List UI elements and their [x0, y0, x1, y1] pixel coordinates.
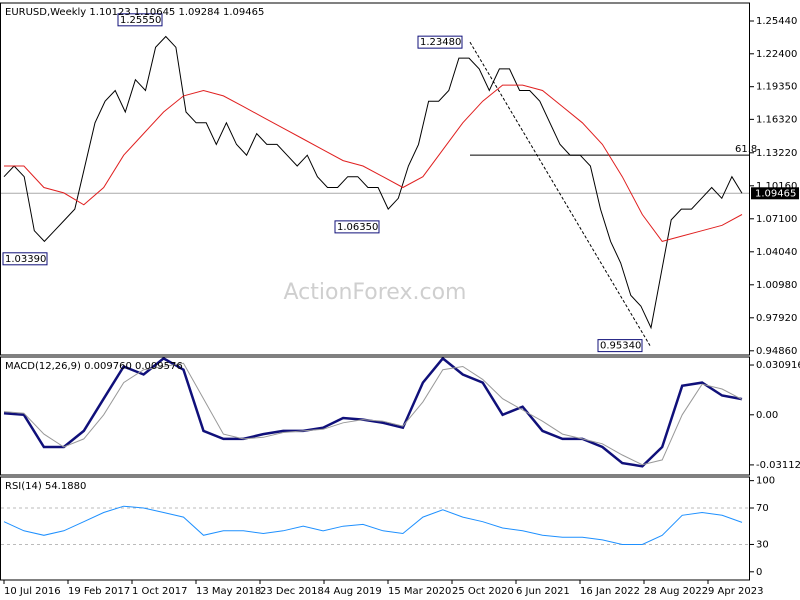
y-tick-label: 0.030916	[756, 360, 800, 371]
series-line	[3, 356, 743, 468]
y-tick-label: 1.10160	[756, 181, 797, 192]
y-tick-label: 1.25440	[756, 16, 797, 27]
x-tick-label: 10 Jul 2016	[4, 586, 61, 597]
x-tick-label: 16 Jan 2022	[580, 586, 640, 597]
x-tick-label: 19 Feb 2017	[68, 586, 130, 597]
annotation-box	[417, 35, 463, 49]
panel-title: EURUSD,Weekly 1.10123 1.10645 1.09284 1.…	[5, 7, 264, 18]
annotation-box	[334, 220, 380, 234]
annotation-label: 1.25550	[120, 15, 161, 26]
y-tick-label: 1.22400	[756, 49, 797, 60]
y-tick-label: 1.07100	[756, 214, 797, 225]
y-tick-label: 0	[756, 567, 762, 578]
y-tick-label: 100	[756, 476, 775, 487]
y-tick-label: 0.97920	[756, 313, 797, 324]
x-tick-label: 28 Aug 2022	[644, 586, 708, 597]
watermark: ActionForex.com	[284, 280, 467, 305]
x-tick-label: 6 Jun 2021	[516, 586, 570, 597]
y-tick-label: 30	[756, 539, 769, 550]
annotation-label: 1.06350	[337, 222, 378, 233]
panel-title: MACD(12,26,9) 0.009760 0.009576	[5, 361, 183, 372]
annotation-label: 1.03390	[5, 254, 46, 265]
annotation-box	[117, 13, 163, 27]
annotation-label: 0.95340	[600, 341, 641, 352]
fib-label: 61.8	[735, 144, 757, 155]
x-tick-label: 4 Aug 2019	[324, 586, 382, 597]
x-tick-label: 25 Oct 2020	[452, 586, 514, 597]
x-tick-label: 13 May 2018	[196, 586, 261, 597]
x-tick-label: 9 Apr 2023	[708, 586, 763, 597]
trend-line	[469, 41, 651, 346]
panel-title: RSI(14) 54.1880	[5, 481, 86, 492]
series-line	[4, 84, 743, 242]
y-tick-label: 1.19350	[756, 82, 797, 93]
y-tick-label: 1.04040	[756, 247, 797, 258]
series-line	[3, 505, 743, 545]
annotation-label: 1.23480	[420, 37, 461, 48]
x-tick-label: 15 Mar 2020	[388, 586, 451, 597]
x-tick-label: 23 Dec 2018	[260, 586, 324, 597]
panel-border	[0, 356, 750, 476]
last-price-label: 1.09465	[755, 188, 796, 199]
y-tick-label: 70	[756, 503, 769, 514]
annotation-box	[2, 252, 48, 266]
annotation-box	[597, 339, 643, 353]
y-tick-label: 0.94860	[756, 346, 797, 357]
y-tick-label: 0.00	[756, 410, 778, 421]
x-tick-label: 1 Oct 2017	[132, 586, 187, 597]
series-line	[3, 35, 743, 330]
y-tick-label: 1.13220	[756, 148, 797, 159]
y-tick-label: 1.00980	[756, 280, 797, 291]
series-line	[3, 362, 743, 466]
panel-border	[0, 476, 750, 581]
panel-border	[0, 2, 750, 356]
y-tick-label: 1.16320	[756, 114, 797, 125]
y-tick-label: -0.031124	[756, 460, 800, 471]
last-price-box	[751, 187, 799, 200]
